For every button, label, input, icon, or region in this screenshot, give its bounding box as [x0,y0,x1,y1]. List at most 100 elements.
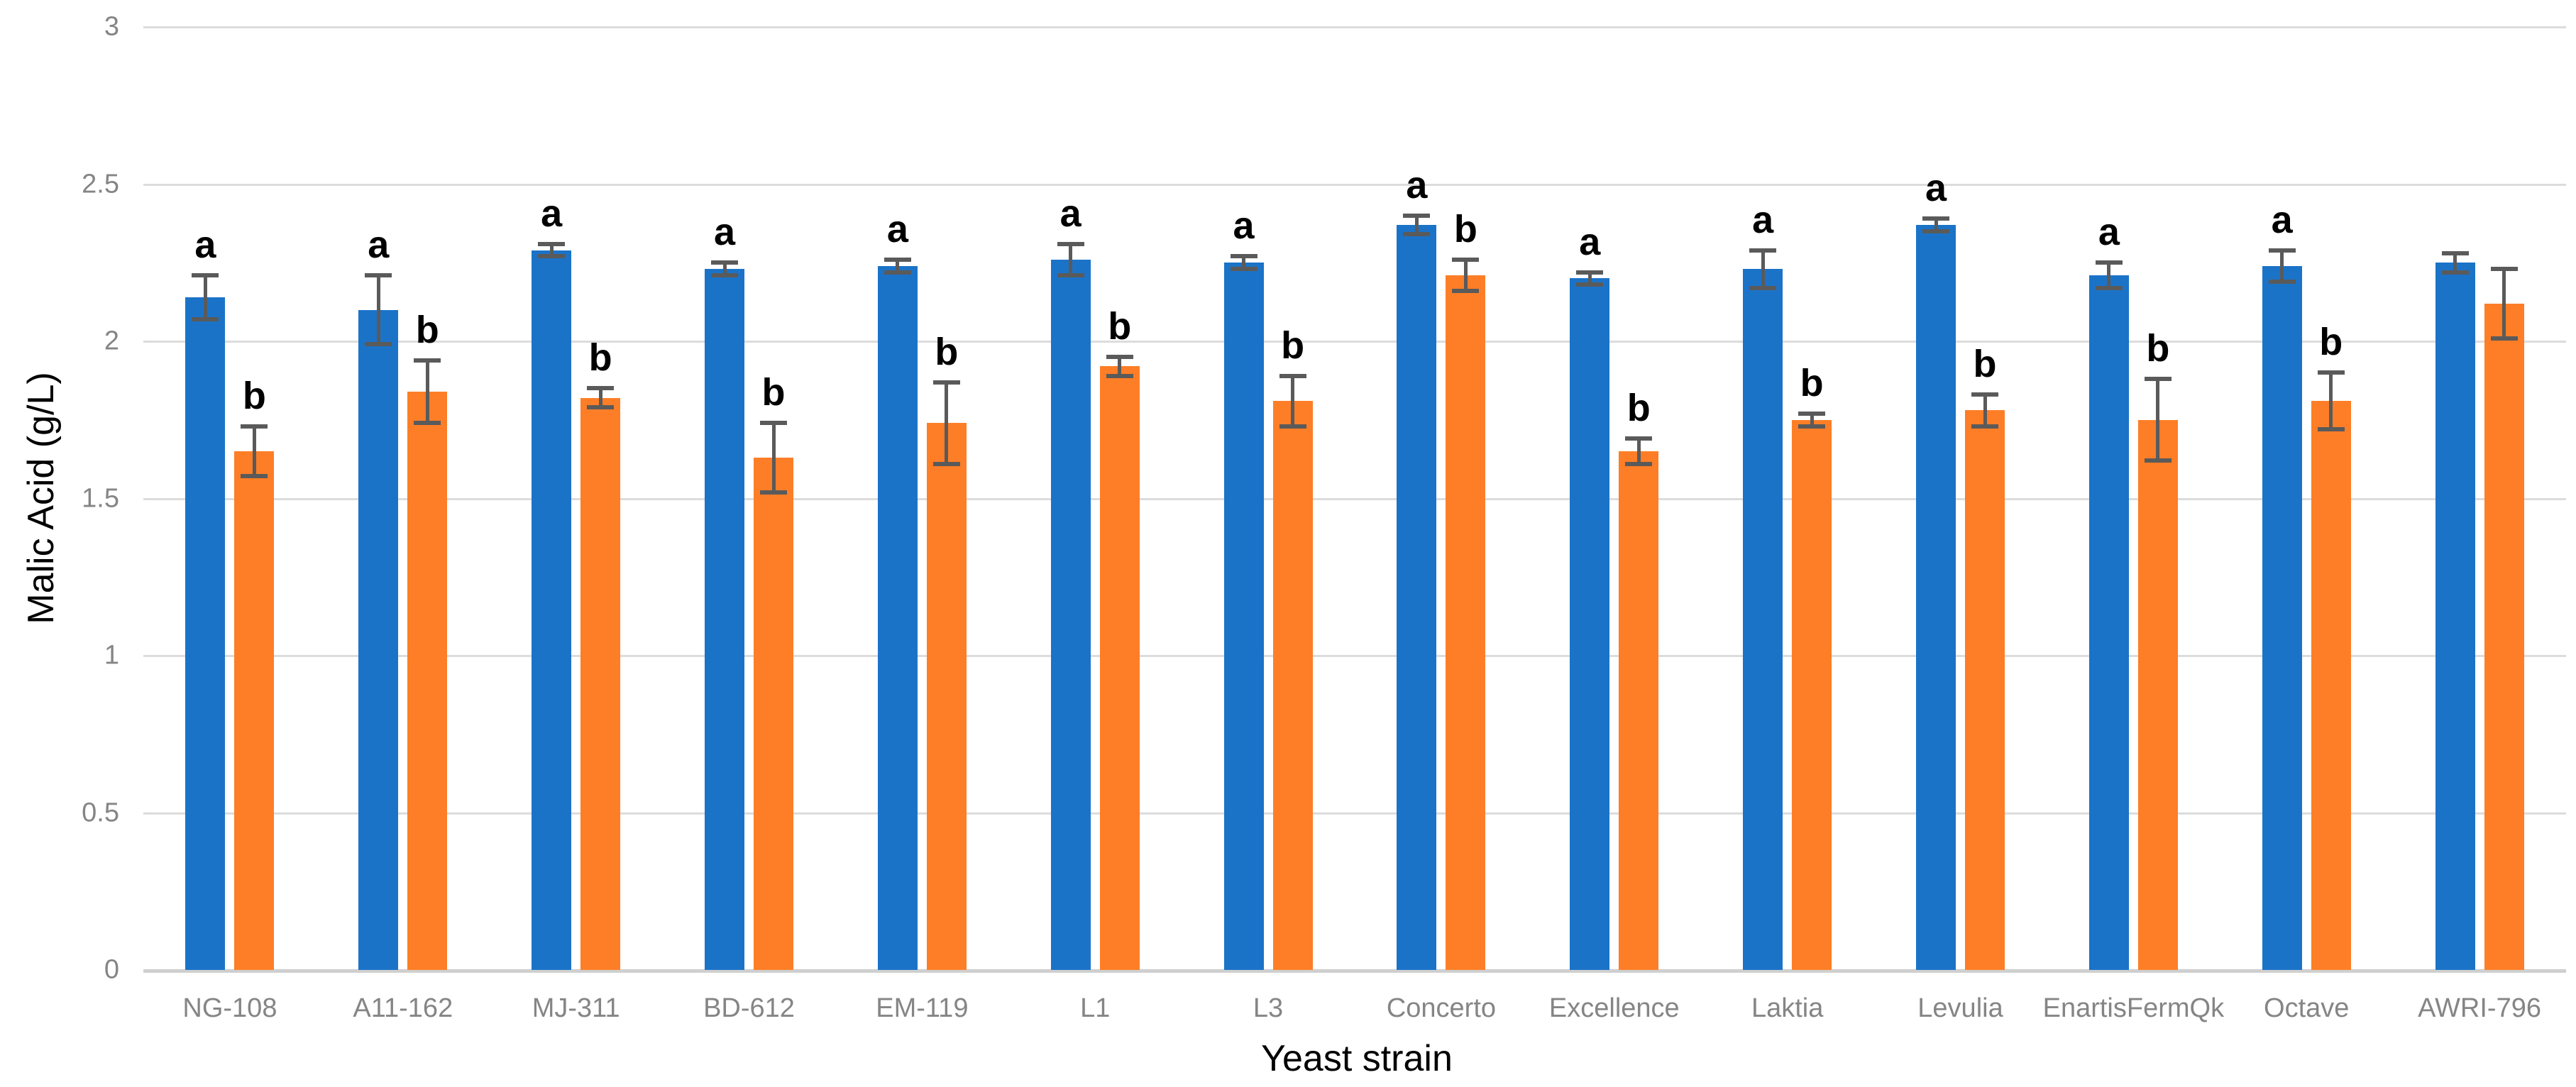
y-tick-label: 0.5 [82,798,119,827]
category-label: BD-612 [703,993,795,1023]
error-bar-cap-bottom [884,270,911,275]
x-axis-line [143,969,2566,973]
significance-letter: b [761,371,786,414]
error-bar [1463,259,1468,292]
bar-series-1-blue [2262,265,2302,970]
bar-series-2-orange [1792,419,1832,970]
category-label: EM-119 [876,993,969,1023]
error-bar-cap-bottom [760,490,787,495]
category-label: Laktia [1751,993,1824,1023]
error-bar-cap-top [1922,216,1949,221]
error-bar-cap-top [1106,355,1133,360]
error-bar-cap-bottom [1279,424,1306,429]
error-bar-cap-top [1971,392,1998,397]
significance-letter: a [368,223,390,266]
significance-letter: b [1108,305,1132,348]
significance-letter: b [1800,361,1824,404]
significance-letter: a [1752,198,1774,241]
bar-series-2-orange [1272,401,1313,970]
category-label: Octave [2264,993,2350,1023]
error-bar-cap-top [414,358,441,363]
error-bar-cap-bottom [1230,267,1257,272]
error-bar-cap-bottom [365,342,392,347]
bar-series-2-orange [2137,419,2178,970]
significance-letter: a [194,223,216,266]
category-label: L1 [1080,993,1111,1023]
error-bar [2280,250,2284,282]
error-bar-cap-bottom [2095,285,2123,290]
category-label: Excellence [1548,993,1680,1023]
error-bar-cap-top [365,272,392,277]
error-bar-cap-bottom [1452,289,1480,294]
error-bar [376,275,380,345]
error-bar [1761,250,1765,288]
error-bar-cap-top [1057,241,1084,246]
error-bar-cap-bottom [587,405,615,410]
category-label: Levulia [1917,993,2003,1023]
y-tick-label: 0 [104,954,119,985]
error-bar-cap-bottom [1403,232,1431,237]
error-bar [203,275,207,319]
significance-letter: b [1973,343,1997,386]
error-bar-cap-top [884,257,911,262]
significance-letter: b [2146,327,2170,370]
bar-series-1-blue [2435,263,2475,970]
bar-series-1-blue [705,269,744,970]
bar-series-1-blue [185,297,226,970]
error-bar-cap-bottom [932,461,960,466]
error-bar-cap-bottom [1625,461,1653,466]
significance-letter: a [1579,220,1601,263]
gridline [143,26,2566,28]
error-bar-cap-top [2490,267,2518,272]
error-bar [2453,253,2457,272]
bar-series-2-orange [2311,401,2351,970]
error-bar-cap-bottom [2441,270,2469,275]
significance-letter: a [1406,163,1428,206]
y-tick-label: 2.5 [82,169,119,199]
bar-series-1-blue [358,309,399,970]
significance-letter: a [886,207,908,250]
error-bar [1118,357,1122,376]
bar-series-2-orange [407,391,448,970]
gridline [143,655,2566,657]
category-label: A11-162 [353,993,453,1023]
error-bar-cap-bottom [414,421,441,426]
error-bar-cap-top [760,421,787,426]
significance-letter: a [2098,211,2120,254]
significance-letter: b [588,336,612,380]
bar-series-1-blue [1050,259,1091,970]
error-bar [549,243,554,257]
y-tick-label: 1.5 [82,483,119,513]
error-bar-cap-bottom [1576,282,1604,287]
error-bar-cap-bottom [711,272,738,277]
error-bar-cap-top [932,380,960,385]
category-label: AWRI-796 [2418,993,2541,1023]
category-label: MJ-311 [532,993,620,1023]
bar-series-2-orange [926,423,967,970]
significance-letter: b [242,374,266,417]
error-bar-cap-bottom [192,316,219,321]
gridline [143,183,2566,186]
error-bar-cap-top [1798,411,1826,416]
error-bar-cap-top [1230,254,1257,259]
bar-series-1-blue [1397,225,1437,970]
gridline [143,341,2566,343]
error-bar [1934,219,1938,231]
error-bar-cap-top [1403,213,1431,218]
error-bar [1810,413,1814,426]
gridline [143,812,2566,815]
significance-letter: a [2271,198,2293,241]
error-bar [896,259,900,272]
y-tick-label: 2 [104,326,119,356]
error-bar [1242,256,1246,270]
error-bar [2156,379,2160,461]
bar-series-1-blue [1570,278,1610,970]
bar-series-2-orange [2484,303,2524,970]
error-bar-cap-bottom [2268,279,2296,284]
bar-series-2-orange [1446,275,1486,970]
significance-letter: a [1059,192,1081,235]
bar-series-2-orange [1099,366,1140,970]
x-axis-title: Yeast strain [1261,1038,1453,1079]
error-bar [1587,272,1592,285]
